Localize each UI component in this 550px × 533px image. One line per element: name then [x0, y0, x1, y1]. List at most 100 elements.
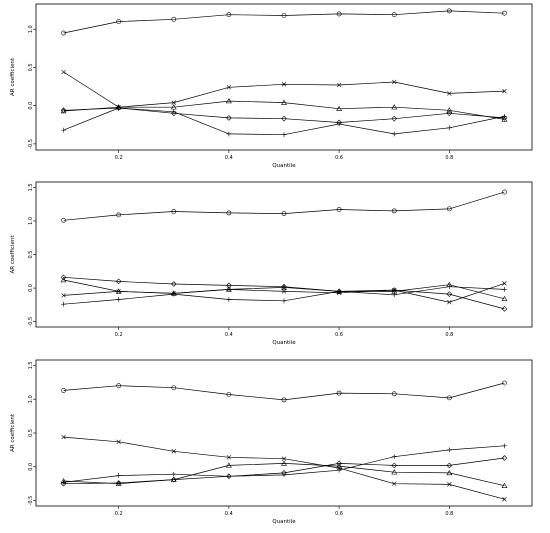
data-point-circle [336, 390, 342, 396]
series-triangle [60, 98, 508, 122]
data-point-x [61, 293, 66, 298]
data-point-plus [116, 473, 122, 478]
data-point-diamond [170, 476, 177, 483]
data-point-diamond [501, 306, 508, 312]
y-tick-label: 1.0 [28, 217, 34, 225]
y-axis-label: AR coefficient [10, 413, 16, 452]
data-point-x [392, 481, 397, 486]
series-plus [61, 105, 507, 138]
x-tick-label: 0.2 [115, 511, 123, 517]
data-point-circle [336, 11, 342, 17]
data-point-circle [116, 383, 122, 389]
x-tick-label: 0.4 [225, 155, 233, 161]
data-point-diamond [170, 281, 177, 287]
series-circle [61, 380, 507, 403]
y-tick-label: 0.0 [28, 463, 34, 471]
data-point-plus [446, 125, 452, 131]
data-point-triangle [501, 482, 508, 488]
series-line [63, 100, 505, 120]
data-point-diamond [446, 291, 453, 297]
data-point-triangle [60, 477, 67, 484]
data-point-plus [446, 447, 452, 453]
data-point-circle [446, 395, 452, 401]
series-line [63, 436, 505, 500]
data-point-x [336, 82, 342, 88]
x-axis-label: Quantile [272, 519, 296, 525]
series-line [63, 276, 505, 310]
series-circle [61, 189, 507, 223]
data-point-diamond [60, 480, 67, 487]
data-point-triangle [446, 469, 453, 476]
series-line [63, 191, 505, 221]
data-point-plus [171, 291, 177, 297]
data-point-x [447, 299, 452, 305]
data-point-plus [226, 131, 232, 137]
series-triangle [60, 276, 508, 302]
series-circle [61, 8, 507, 36]
data-point-circle [336, 207, 342, 212]
data-point-plus [281, 132, 287, 138]
data-point-plus [171, 109, 177, 115]
data-point-circle [61, 217, 66, 223]
data-point-circle [171, 385, 177, 391]
data-point-diamond [446, 462, 453, 469]
chart-panel-2: 0.2 0.4 0.6 0.8 -0.5 0.0 0.5 1.0 1.5 Quantile AR c… [10, 181, 533, 346]
chart-panel-1: 0.2 0.4 0.6 0.8 -0.5 0.0 0.5 1.0 Quantile AR coef… [10, 3, 533, 169]
x-tick-label: 0.8 [445, 332, 453, 338]
data-point-circle [61, 30, 66, 36]
x-tick-label: 0.8 [445, 511, 453, 517]
data-point-x [171, 100, 176, 105]
series-plus [61, 443, 507, 485]
data-point-diamond [60, 107, 67, 114]
data-point-circle [61, 388, 66, 393]
y-tick-label: 0.5 [28, 63, 34, 71]
data-point-triangle [336, 463, 343, 469]
data-point-diamond [391, 462, 398, 469]
data-point-x [447, 91, 452, 96]
data-point-x [226, 85, 232, 90]
x-tick-label: 0.6 [335, 332, 343, 338]
data-point-x [61, 69, 66, 75]
series-line [63, 457, 505, 485]
data-point-diamond [226, 115, 232, 121]
data-point-diamond [446, 110, 453, 117]
x-tick-label: 0.6 [335, 155, 343, 161]
x-tick-label: 0.4 [225, 511, 233, 517]
data-point-plus [226, 297, 232, 302]
data-point-circle [171, 16, 177, 22]
data-point-x [226, 287, 232, 292]
data-point-x [281, 456, 287, 461]
plot-frame [35, 3, 533, 151]
data-point-x [502, 88, 507, 94]
y-tick-label: -0.5 [28, 496, 34, 506]
data-point-circle [502, 10, 507, 16]
data-point-triangle [281, 460, 287, 466]
data-point-circle [226, 392, 232, 397]
data-point-plus [336, 121, 342, 127]
data-point-diamond [281, 115, 287, 122]
data-point-plus [116, 105, 122, 111]
data-point-x [171, 449, 176, 454]
data-point-plus [61, 127, 66, 133]
plot-frame [35, 181, 533, 328]
data-point-plus [446, 284, 452, 290]
data-point-circle [391, 208, 397, 214]
data-point-circle [391, 12, 397, 18]
data-point-x [226, 455, 232, 460]
y-tick-label: 1.0 [28, 395, 34, 403]
data-point-triangle [281, 99, 287, 105]
data-point-plus [502, 287, 507, 292]
x-tick-label: 0.4 [225, 332, 233, 338]
data-point-diamond [115, 480, 122, 486]
data-point-plus [502, 113, 507, 119]
data-point-plus [281, 298, 287, 304]
data-point-x [61, 434, 66, 440]
data-point-circle [116, 212, 122, 218]
data-point-plus [116, 297, 122, 302]
data-point-circle [391, 391, 397, 397]
y-tick-label: 0.0 [28, 284, 34, 292]
x-axis-label: Quantile [272, 340, 296, 346]
series-line [63, 463, 505, 487]
chart-panel-3: 0.2 0.4 0.6 0.8 -0.5 0.0 0.5 1.0 1.5 Quantile AR c… [10, 359, 533, 525]
